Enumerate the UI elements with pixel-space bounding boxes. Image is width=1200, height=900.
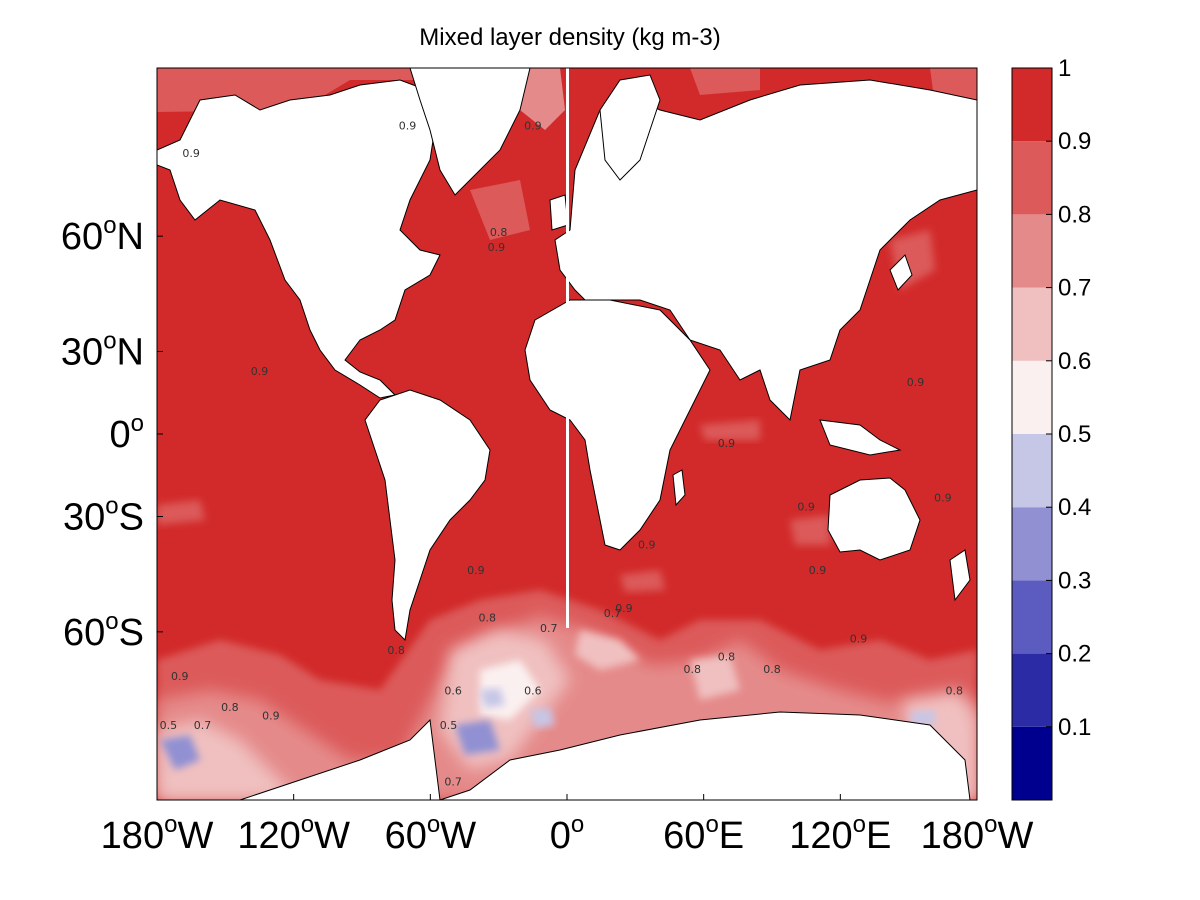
contour-label: 0.9 — [797, 501, 815, 514]
contour-label: 0.9 — [182, 147, 200, 160]
x-tick-label: 120oW — [237, 811, 350, 857]
contour-label: 0.9 — [488, 241, 506, 254]
contour-label: 0.8 — [684, 663, 702, 676]
greenland — [409, 68, 531, 196]
contour-label: 0.7 — [444, 776, 462, 789]
contour-label: 0.6 — [524, 685, 542, 698]
contour-label: 0.5 — [440, 719, 458, 732]
colorbar-tick-label: 1 — [1058, 55, 1071, 82]
colorbar-swatch — [1012, 434, 1052, 508]
colorbar: 0.1 0.2 0.3 0.4 0.5 0.6 0.7 0.8 0.9 1 — [1011, 55, 1091, 801]
contour-label: 0.9 — [262, 710, 280, 723]
contour-label: 0.9 — [907, 376, 925, 389]
colorbar-tick-label: 0.4 — [1058, 494, 1091, 521]
contour-label: 0.9 — [251, 365, 269, 378]
british-isles — [549, 194, 569, 231]
south-america — [364, 389, 491, 642]
contour-label: 0.7 — [604, 607, 622, 620]
contour-label: 0.8 — [490, 226, 508, 239]
north-america — [157, 79, 441, 399]
colorbar-tick-label: 0.6 — [1058, 348, 1091, 375]
y-tick-label: 0o — [110, 410, 145, 456]
contour-label: 0.9 — [615, 602, 633, 615]
y-tick-label: 60oN — [61, 212, 144, 258]
contour-label: 0.8 — [763, 663, 781, 676]
x-tick-label: 120oE — [789, 811, 891, 857]
y-axis-ticks: 60oN 30oN 0o 30oS 60oS — [61, 212, 163, 654]
colorbar-swatch — [1012, 68, 1052, 142]
prime-meridian-gap — [566, 68, 569, 628]
colorbar-tick-label: 0.8 — [1058, 201, 1091, 228]
new-zealand — [949, 549, 971, 602]
colorbar-tick-label: 0.2 — [1058, 641, 1091, 668]
contour-label: 0.9 — [399, 119, 417, 132]
australia — [827, 477, 921, 561]
x-tick-label: 60oW — [385, 811, 477, 857]
contour-label: 0.6 — [444, 685, 462, 698]
contour-label: 0.8 — [945, 685, 963, 698]
y-tick-label: 30oS — [63, 493, 144, 539]
colorbar-swatch — [1012, 726, 1052, 800]
contour-label: 0.9 — [638, 539, 656, 552]
contour-label: 0.9 — [171, 670, 189, 683]
colorbar-swatch — [1012, 287, 1052, 361]
scandinavia — [599, 74, 661, 181]
contour-label: 0.9 — [934, 492, 952, 505]
x-tick-label: 0o — [550, 811, 585, 857]
x-tick-label: 180oW — [101, 811, 214, 857]
contour-label: 0.9 — [467, 564, 485, 577]
colorbar-swatch — [1012, 360, 1052, 434]
contour-label: 0.7 — [540, 622, 558, 635]
contour-label: 0.9 — [718, 437, 736, 450]
colorbar-swatch — [1012, 507, 1052, 581]
chart-title: Mixed layer density (kg m-3) — [419, 24, 721, 51]
colorbar-swatch — [1012, 141, 1052, 215]
contour-label: 0.9 — [524, 119, 542, 132]
land-masses — [157, 68, 977, 800]
x-axis-ticks: 180oW 120oW 60oW 0o 60oE 120oE 180oW — [101, 794, 1034, 857]
contour-label: 0.8 — [387, 644, 405, 657]
colorbar-swatch — [1012, 214, 1052, 288]
colorbar-swatch — [1012, 653, 1052, 727]
contour-label: 0.8 — [718, 650, 736, 663]
x-tick-label: 180oW — [921, 811, 1034, 857]
contour-label: 0.9 — [809, 564, 827, 577]
contour-labels: 0.9 0.9 0.9 0.9 0.9 0.8 0.8 0.6 0.6 0.5 0.5 0.7 0.8 0… — [160, 119, 963, 788]
y-tick-label: 60oS — [63, 608, 144, 654]
africa — [524, 299, 711, 551]
colorbar-tick-label: 0.5 — [1058, 421, 1091, 448]
contour-label: 0.5 — [160, 719, 178, 732]
colorbar-tick-label: 0.3 — [1058, 567, 1091, 594]
japan — [889, 254, 913, 291]
map-plot-area: 0.9 0.9 0.9 0.9 0.9 0.8 0.8 0.6 0.6 0.5 0.5 0.7 0.8 0… — [157, 68, 977, 800]
contour-label: 0.7 — [194, 719, 212, 732]
y-tick-label: 30oN — [61, 327, 144, 373]
contour-label: 0.8 — [479, 612, 497, 625]
antarctica — [157, 711, 971, 800]
colorbar-swatch — [1012, 580, 1052, 654]
contour-label: 0.8 — [221, 701, 239, 714]
contour-label: 0.9 — [850, 633, 868, 646]
x-tick-label: 60oE — [663, 811, 744, 857]
colorbar-tick-label: 0.1 — [1058, 714, 1091, 741]
colorbar-tick-label: 0.7 — [1058, 275, 1091, 302]
colorbar-tick-label: 0.9 — [1058, 128, 1091, 155]
indonesia — [819, 419, 902, 456]
madagascar — [672, 469, 686, 507]
